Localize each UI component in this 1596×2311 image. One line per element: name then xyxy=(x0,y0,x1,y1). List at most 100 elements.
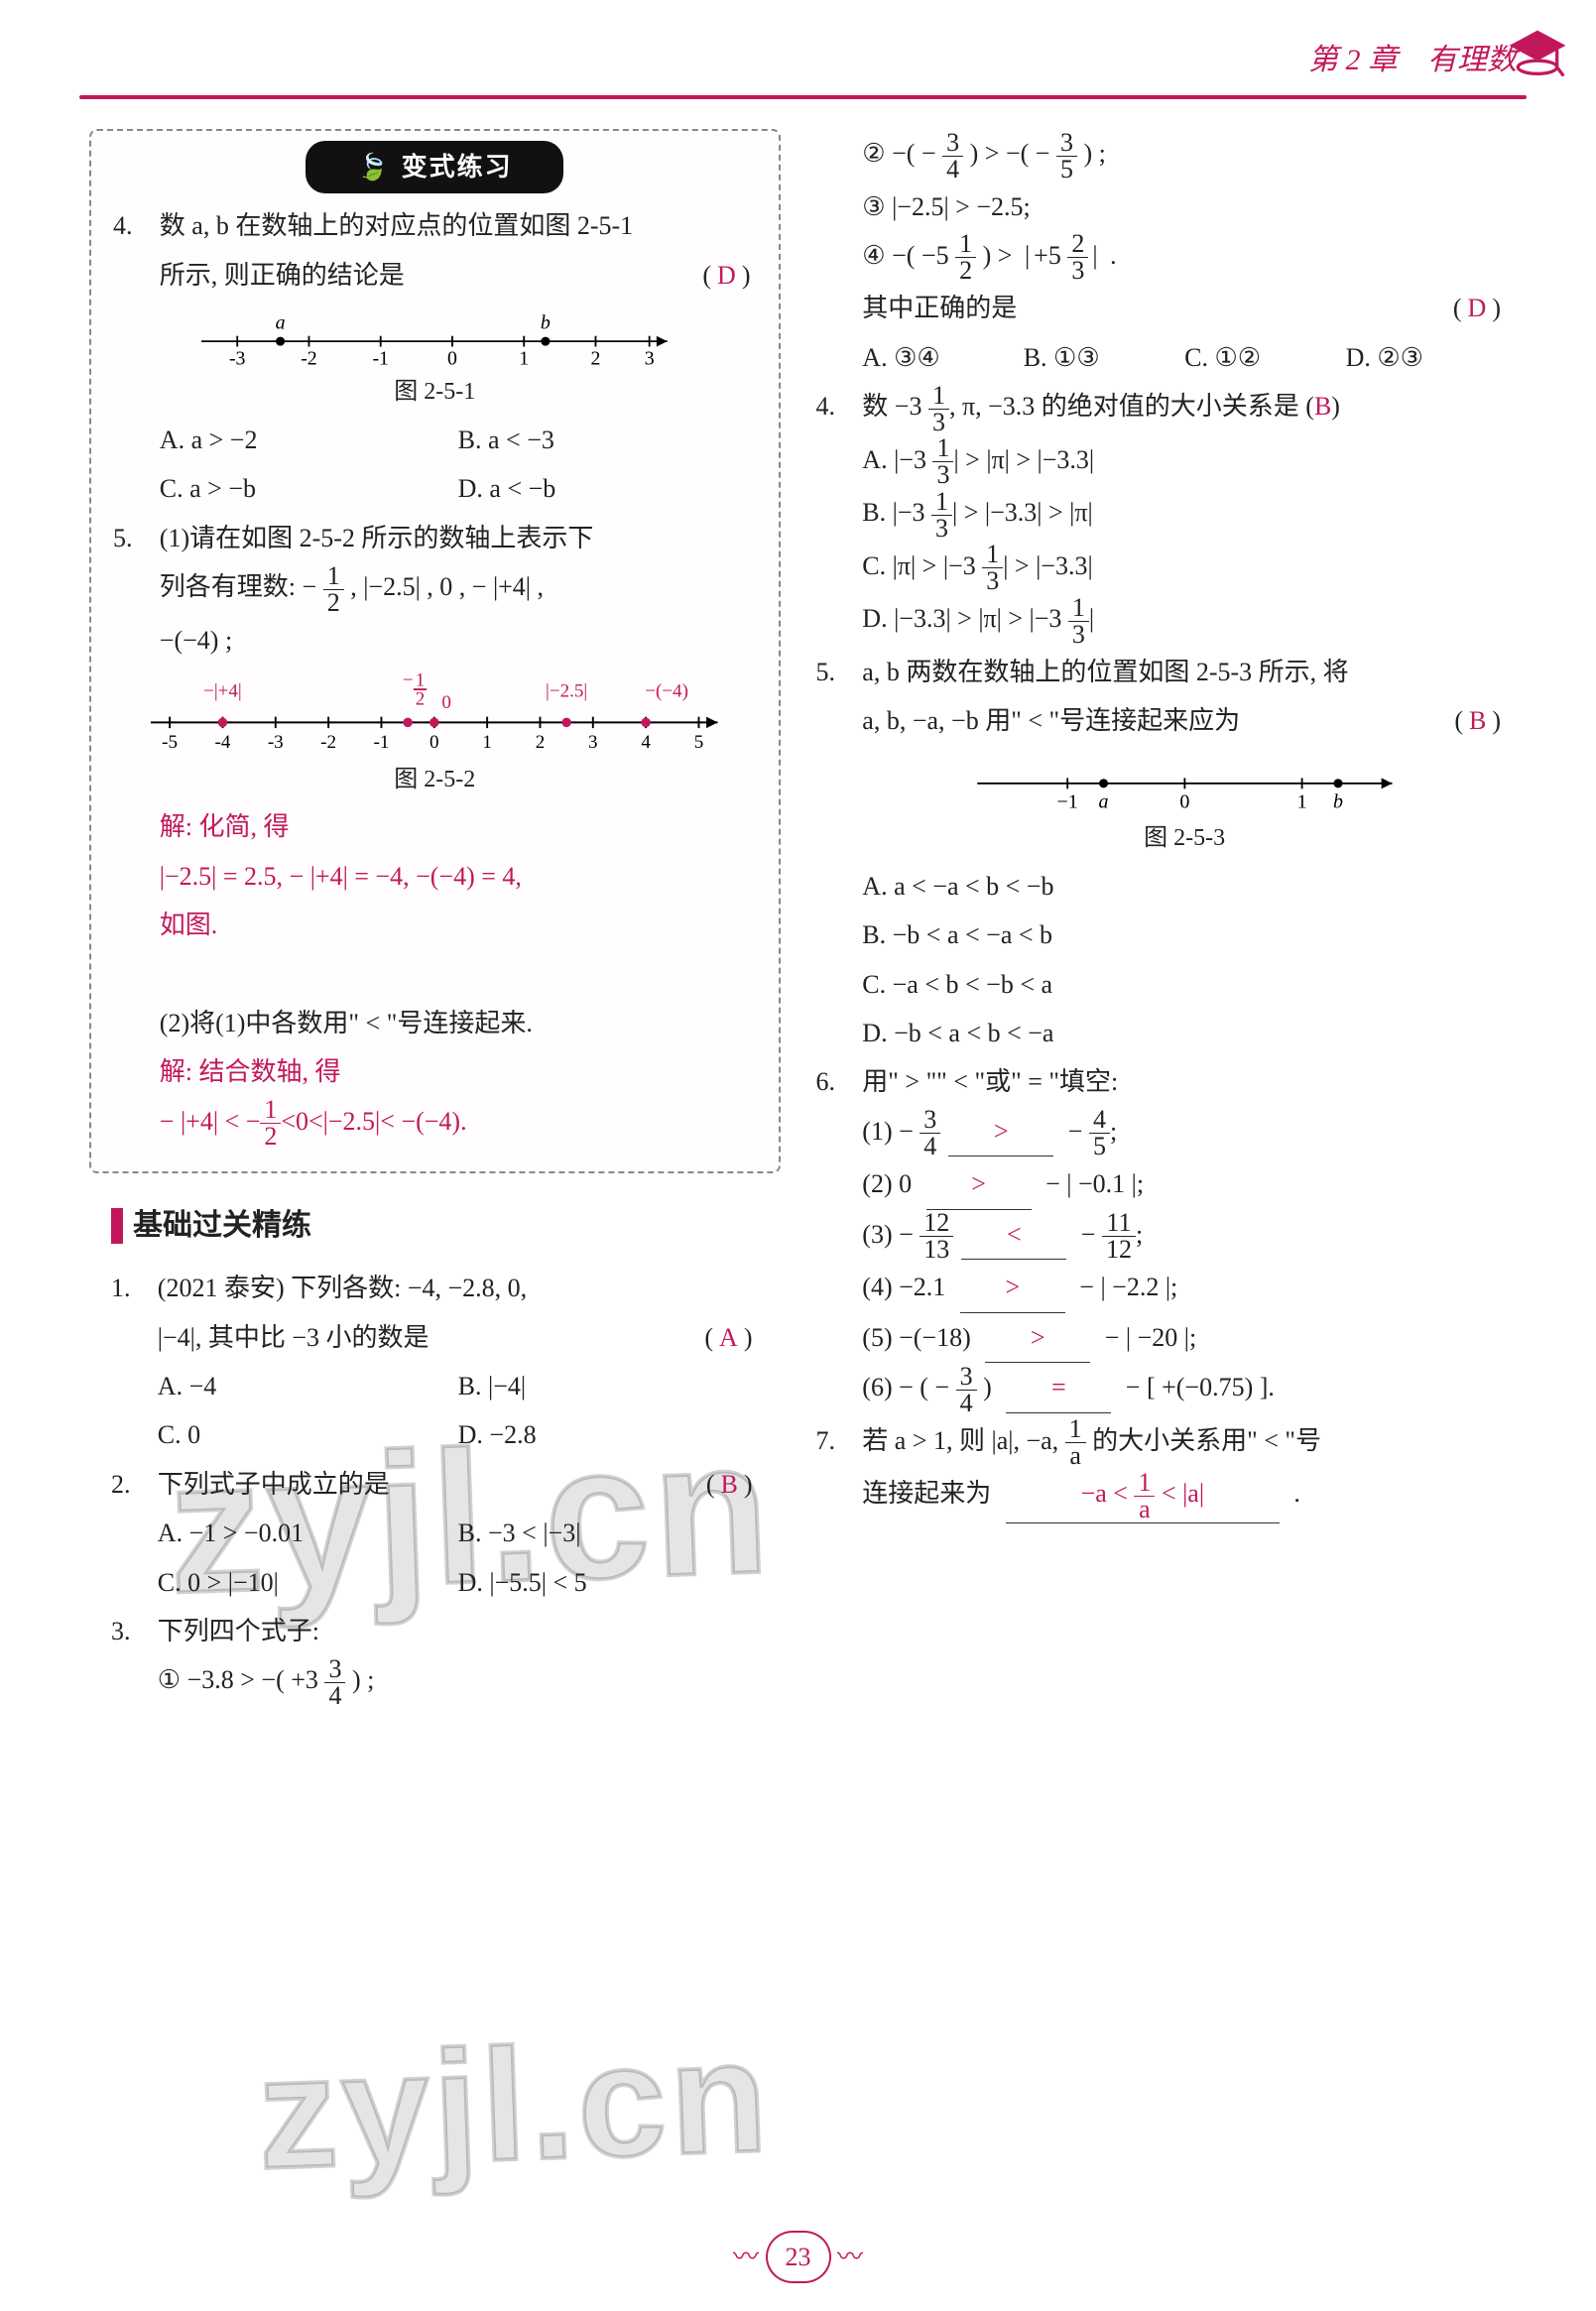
answer-slot: (A) xyxy=(704,1313,758,1362)
q-text: 连接起来为 xyxy=(862,1479,991,1508)
option: D. ②③ xyxy=(1346,333,1507,382)
q-text: a, b, −a, −b 用" < "号连接起来应为 xyxy=(862,706,1240,735)
basic-drill-section: 基础过关精练 1. (2021 泰安) 下列各数: −4, −2.8, 0, |… xyxy=(89,1197,781,1709)
svg-text:2: 2 xyxy=(536,732,546,753)
item-text: > − xyxy=(978,139,1020,168)
svg-text:−1: −1 xyxy=(1056,791,1077,812)
fill-blank: < xyxy=(961,1210,1066,1260)
option: A. a < −a < b < −b xyxy=(862,862,1507,911)
q-text: 下列四个式子: xyxy=(158,1617,319,1645)
item-text: > xyxy=(991,241,1019,270)
svg-text:-2: -2 xyxy=(302,348,318,369)
option: D. −2.8 xyxy=(458,1410,759,1459)
svg-text:0: 0 xyxy=(442,692,452,713)
q-number: 2. xyxy=(111,1460,158,1607)
answer: B xyxy=(720,1470,743,1499)
svg-text:0: 0 xyxy=(430,732,439,753)
answer: B xyxy=(1314,392,1331,421)
option: D. a < −b xyxy=(458,464,757,513)
svg-text:-4: -4 xyxy=(215,732,231,753)
option: C. 0 > |−10| xyxy=(158,1558,458,1607)
svg-text:1: 1 xyxy=(520,348,530,369)
option: B. ①③ xyxy=(1024,333,1184,382)
option: D. |−5.5| < 5 xyxy=(458,1558,759,1607)
option: D. −b < a < b < −a xyxy=(862,1009,1507,1057)
option-row: A. a > −2 B. a < −3 xyxy=(160,416,757,464)
variant-practice-box: 🍃 变式练习 4. 数 a, b 在数轴上的对应点的位置如图 2-5-1 所示,… xyxy=(89,129,781,1173)
svg-text:-1: -1 xyxy=(373,348,390,369)
svg-text:−(−4): −(−4) xyxy=(646,681,689,702)
q-text: 数 a, b 在数轴上的对应点的位置如图 2-5-1 xyxy=(160,211,633,240)
q-text: (1)请在如图 2-5-2 所示的数轴上表示下 xyxy=(160,524,594,552)
svg-text:4: 4 xyxy=(642,732,652,753)
svg-text:-3: -3 xyxy=(268,732,284,753)
q-text: 的大小关系用" < "号 xyxy=(1086,1426,1321,1455)
q-number: 1. xyxy=(111,1264,158,1460)
fill-blank: = xyxy=(1006,1363,1111,1412)
item-text: ② − xyxy=(862,139,906,168)
right-column: ② −( − 34 ) > −( − 35 ) ; ③ |−2.5| > −2.… xyxy=(816,129,1508,2232)
question-b1: 1. (2021 泰安) 下列各数: −4, −2.8, 0, |−4|, 其中… xyxy=(111,1264,759,1460)
option: B. a < −3 xyxy=(458,416,757,464)
q-number: 7. xyxy=(816,1416,863,1523)
option: A. −4 xyxy=(158,1362,458,1410)
answer: B xyxy=(1469,706,1492,735)
q-text: , π, −3.3 的绝对值的大小关系是 xyxy=(949,392,1299,421)
variant-badge: 🍃 变式练习 xyxy=(306,141,563,193)
item-text: ① −3.8 > − xyxy=(158,1665,276,1694)
q-number: 4. xyxy=(113,201,160,300)
q-text: 若 a > 1, 则 |a|, −a, xyxy=(862,1426,1064,1455)
q-number: 4. xyxy=(816,382,863,648)
svg-text:1: 1 xyxy=(1296,791,1306,812)
option: A. −1 > −0.01 xyxy=(158,1509,458,1557)
option: C. ①② xyxy=(1184,333,1345,382)
svg-text:0: 0 xyxy=(1179,791,1189,812)
answer-slot: (D) xyxy=(702,251,756,300)
svg-text:2: 2 xyxy=(416,688,426,709)
item-text: ④ − xyxy=(862,241,906,270)
option-row: C. a > −b D. a < −b xyxy=(160,464,757,513)
q-number: 5. xyxy=(113,514,160,665)
answer: D xyxy=(717,261,742,290)
svg-text:3: 3 xyxy=(645,348,655,369)
fill-blank: > xyxy=(960,1263,1065,1312)
svg-text:a: a xyxy=(1098,791,1108,812)
fill-blank: > xyxy=(926,1159,1032,1209)
svg-text:b: b xyxy=(1333,791,1343,812)
section-title: 基础过关精练 xyxy=(133,1197,311,1254)
svg-text:0: 0 xyxy=(447,348,457,369)
svg-text:2: 2 xyxy=(591,348,601,369)
answer-slot: (B) xyxy=(1454,696,1507,745)
question-4: 4. 数 a, b 在数轴上的对应点的位置如图 2-5-1 所示, 则正确的结论… xyxy=(113,201,757,300)
figure-caption: 图 2-5-1 xyxy=(113,370,757,416)
q-text: 所示, 则正确的结论是 xyxy=(160,261,405,290)
option: A. a > −2 xyxy=(160,416,458,464)
q-number: 3. xyxy=(111,1607,158,1709)
answer: D xyxy=(1468,294,1493,322)
answer-slot: (D) xyxy=(1453,284,1507,332)
option: C. a > −b xyxy=(160,464,458,513)
svg-text:b: b xyxy=(541,312,551,334)
svg-text:|−2.5|: |−2.5| xyxy=(547,681,588,702)
number-line-fig-2-5-3: −1 0 1 a b xyxy=(959,752,1411,815)
option: C. −a < b < −b < a xyxy=(862,960,1507,1009)
option: C. 0 xyxy=(158,1410,458,1459)
number-line-fig-2-5-2: -5-4-3-2-1012345 −|+4| − 1 2 0 |−2.5| −(… xyxy=(132,670,737,756)
banner-bar-icon xyxy=(111,1208,123,1244)
flourish-right-icon: 〰 xyxy=(837,2243,863,2271)
question-r7: 7. 若 a > 1, 则 |a|, −a, 1a 的大小关系用" < "号 连… xyxy=(816,1416,1508,1523)
q-number: 6. xyxy=(816,1057,863,1415)
fill-blank: −a < 1a < |a| xyxy=(1006,1469,1280,1523)
svg-text:1: 1 xyxy=(416,670,426,690)
option: B. |−4| xyxy=(458,1362,759,1410)
q-text: a, b 两数在数轴上的位置如图 2-5-3 所示, 将 xyxy=(862,658,1348,686)
question-b3: 3. 下列四个式子: ① −3.8 > −( +3 34 ) ; xyxy=(111,1607,759,1709)
variant-badge-title: 变式练习 xyxy=(402,153,513,182)
q-text: 数 −3 xyxy=(862,392,928,421)
q-text: |−4|, 其中比 −3 小的数是 xyxy=(158,1323,430,1352)
svg-text:-5: -5 xyxy=(163,732,179,753)
leaf-icon: 🍃 xyxy=(357,153,389,182)
question-b2: 2. 下列式子中成立的是 (B) A. −1 > −0.01B. −3 < |−… xyxy=(111,1460,759,1607)
fill-blank: > xyxy=(985,1313,1090,1363)
svg-text:−|+4|: −|+4| xyxy=(204,681,243,702)
